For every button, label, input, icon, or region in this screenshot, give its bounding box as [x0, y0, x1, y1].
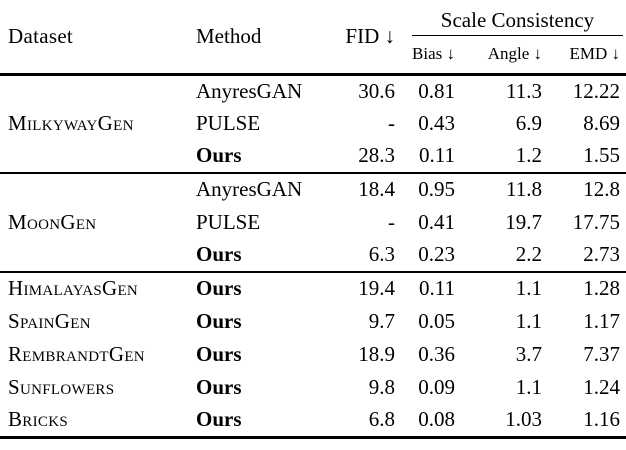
table-row: SpainGen Ours 9.7 0.05 1.1 1.17	[0, 305, 626, 338]
col-header-bias: Bias ↓	[395, 36, 455, 76]
dataset-cell: Bricks	[0, 404, 188, 439]
col-header-angle: Angle ↓	[455, 36, 542, 76]
method-cell: AnyresGAN	[196, 177, 303, 202]
method-cell: Ours	[196, 374, 242, 399]
method-cell: Ours	[188, 404, 328, 439]
angle-cell: 6.9	[515, 110, 542, 135]
angle-cell: 11.3	[506, 78, 542, 103]
table-row: Ours 6.3 0.23 2.2 2.73	[0, 239, 626, 273]
emd-cell: 8.69	[583, 110, 620, 135]
table-row: RembrandtGen Ours 18.9 0.36 3.7 7.37	[0, 338, 626, 371]
scale-consistency-label: Scale Consistency	[412, 8, 623, 36]
method-cell: Ours	[188, 239, 328, 273]
bias-cell: 0.11	[419, 276, 455, 301]
bias-cell: 0.81	[418, 78, 455, 103]
bias-cell: 0.11	[395, 140, 455, 174]
dataset-cell: RembrandtGen	[8, 341, 145, 366]
emd-cell: 1.55	[542, 140, 626, 174]
fid-cell: 9.8	[368, 374, 395, 399]
emd-cell: 1.17	[583, 308, 620, 333]
table-row: MilkywayGen AnyresGAN 30.6 0.81 11.3 12.…	[0, 74, 626, 174]
method-cell: Ours	[188, 140, 328, 174]
header-row-sub: Bias ↓ Angle ↓ EMD ↓	[0, 36, 626, 76]
dataset-cell: SpainGen	[8, 308, 91, 333]
angle-cell: 1.2	[455, 140, 542, 174]
angle-cell: 3.7	[515, 341, 542, 366]
table-row: Sunflowers Ours 9.8 0.09 1.1 1.24	[0, 371, 626, 404]
fid-cell: 30.6	[358, 78, 395, 103]
emd-cell: 2.73	[542, 239, 626, 273]
col-header-method: Method	[188, 0, 328, 76]
method-cell: AnyresGAN	[196, 78, 303, 103]
angle-cell: 1.1	[515, 276, 542, 301]
method-cell: PULSE	[196, 110, 261, 135]
angle-cell: 11.8	[506, 177, 542, 202]
emd-cell: 1.24	[583, 374, 620, 399]
emd-cell: 1.28	[583, 276, 620, 301]
fid-cell: 19.4	[358, 276, 395, 301]
bias-cell: 0.36	[418, 341, 455, 366]
emd-cell: 7.37	[583, 341, 620, 366]
angle-cell: 19.7	[505, 209, 542, 234]
fid-cell: 6.3	[328, 239, 395, 273]
dataset-cell: Sunflowers	[8, 374, 115, 399]
dataset-cell: MilkywayGen	[0, 74, 188, 174]
bias-cell: 0.41	[418, 209, 455, 234]
bias-cell: 0.05	[418, 308, 455, 333]
emd-cell: 17.75	[572, 209, 620, 234]
method-cell: Ours	[196, 341, 242, 366]
col-header-dataset: Dataset	[0, 0, 188, 76]
bias-cell: 0.08	[395, 404, 455, 439]
dataset-cell: HimalayasGen	[8, 276, 139, 301]
bias-cell: 0.23	[395, 239, 455, 273]
results-table: Dataset Method FID ↓ Scale Consistency B…	[0, 0, 626, 439]
fid-cell: -	[388, 209, 395, 234]
method-cell: Ours	[196, 276, 242, 301]
method-cell: PULSE	[196, 209, 261, 234]
emd-cell: 12.22	[572, 78, 620, 103]
bias-cell: 0.43	[418, 110, 455, 135]
dataset-cell: MoonGen	[0, 173, 188, 273]
fid-cell: 28.3	[328, 140, 395, 174]
fid-cell: 9.7	[368, 308, 395, 333]
bias-cell: 0.95	[418, 177, 455, 202]
angle-cell: 1.1	[515, 374, 542, 399]
angle-cell: 1.1	[515, 308, 542, 333]
emd-cell: 1.16	[542, 404, 626, 439]
table-row: MoonGen AnyresGAN 18.4 0.95 11.8 12.8	[0, 173, 626, 273]
bias-cell: 0.09	[418, 374, 455, 399]
angle-cell: 1.03	[455, 404, 542, 439]
header-row-main: Dataset Method FID ↓ Scale Consistency	[0, 0, 626, 76]
col-header-emd: EMD ↓	[542, 36, 626, 76]
fid-cell: -	[388, 110, 395, 135]
method-cell: Ours	[196, 308, 242, 333]
col-header-scale-consistency: Scale Consistency	[395, 0, 626, 36]
table-row: Bricks Ours 6.8 0.08 1.03 1.16	[0, 404, 626, 439]
table-row: Ours 28.3 0.11 1.2 1.55	[0, 140, 626, 174]
emd-cell: 12.8	[583, 177, 620, 202]
angle-cell: 2.2	[455, 239, 542, 273]
fid-cell: 18.4	[358, 177, 395, 202]
table-row: HimalayasGen Ours 19.4 0.11 1.1 1.28	[0, 272, 626, 305]
col-header-fid: FID ↓	[328, 0, 395, 76]
fid-cell: 6.8	[328, 404, 395, 439]
fid-cell: 18.9	[358, 341, 395, 366]
table-row: PULSE - 0.41 19.7 17.75	[0, 206, 626, 239]
table-row: PULSE - 0.43 6.9 8.69	[0, 107, 626, 140]
